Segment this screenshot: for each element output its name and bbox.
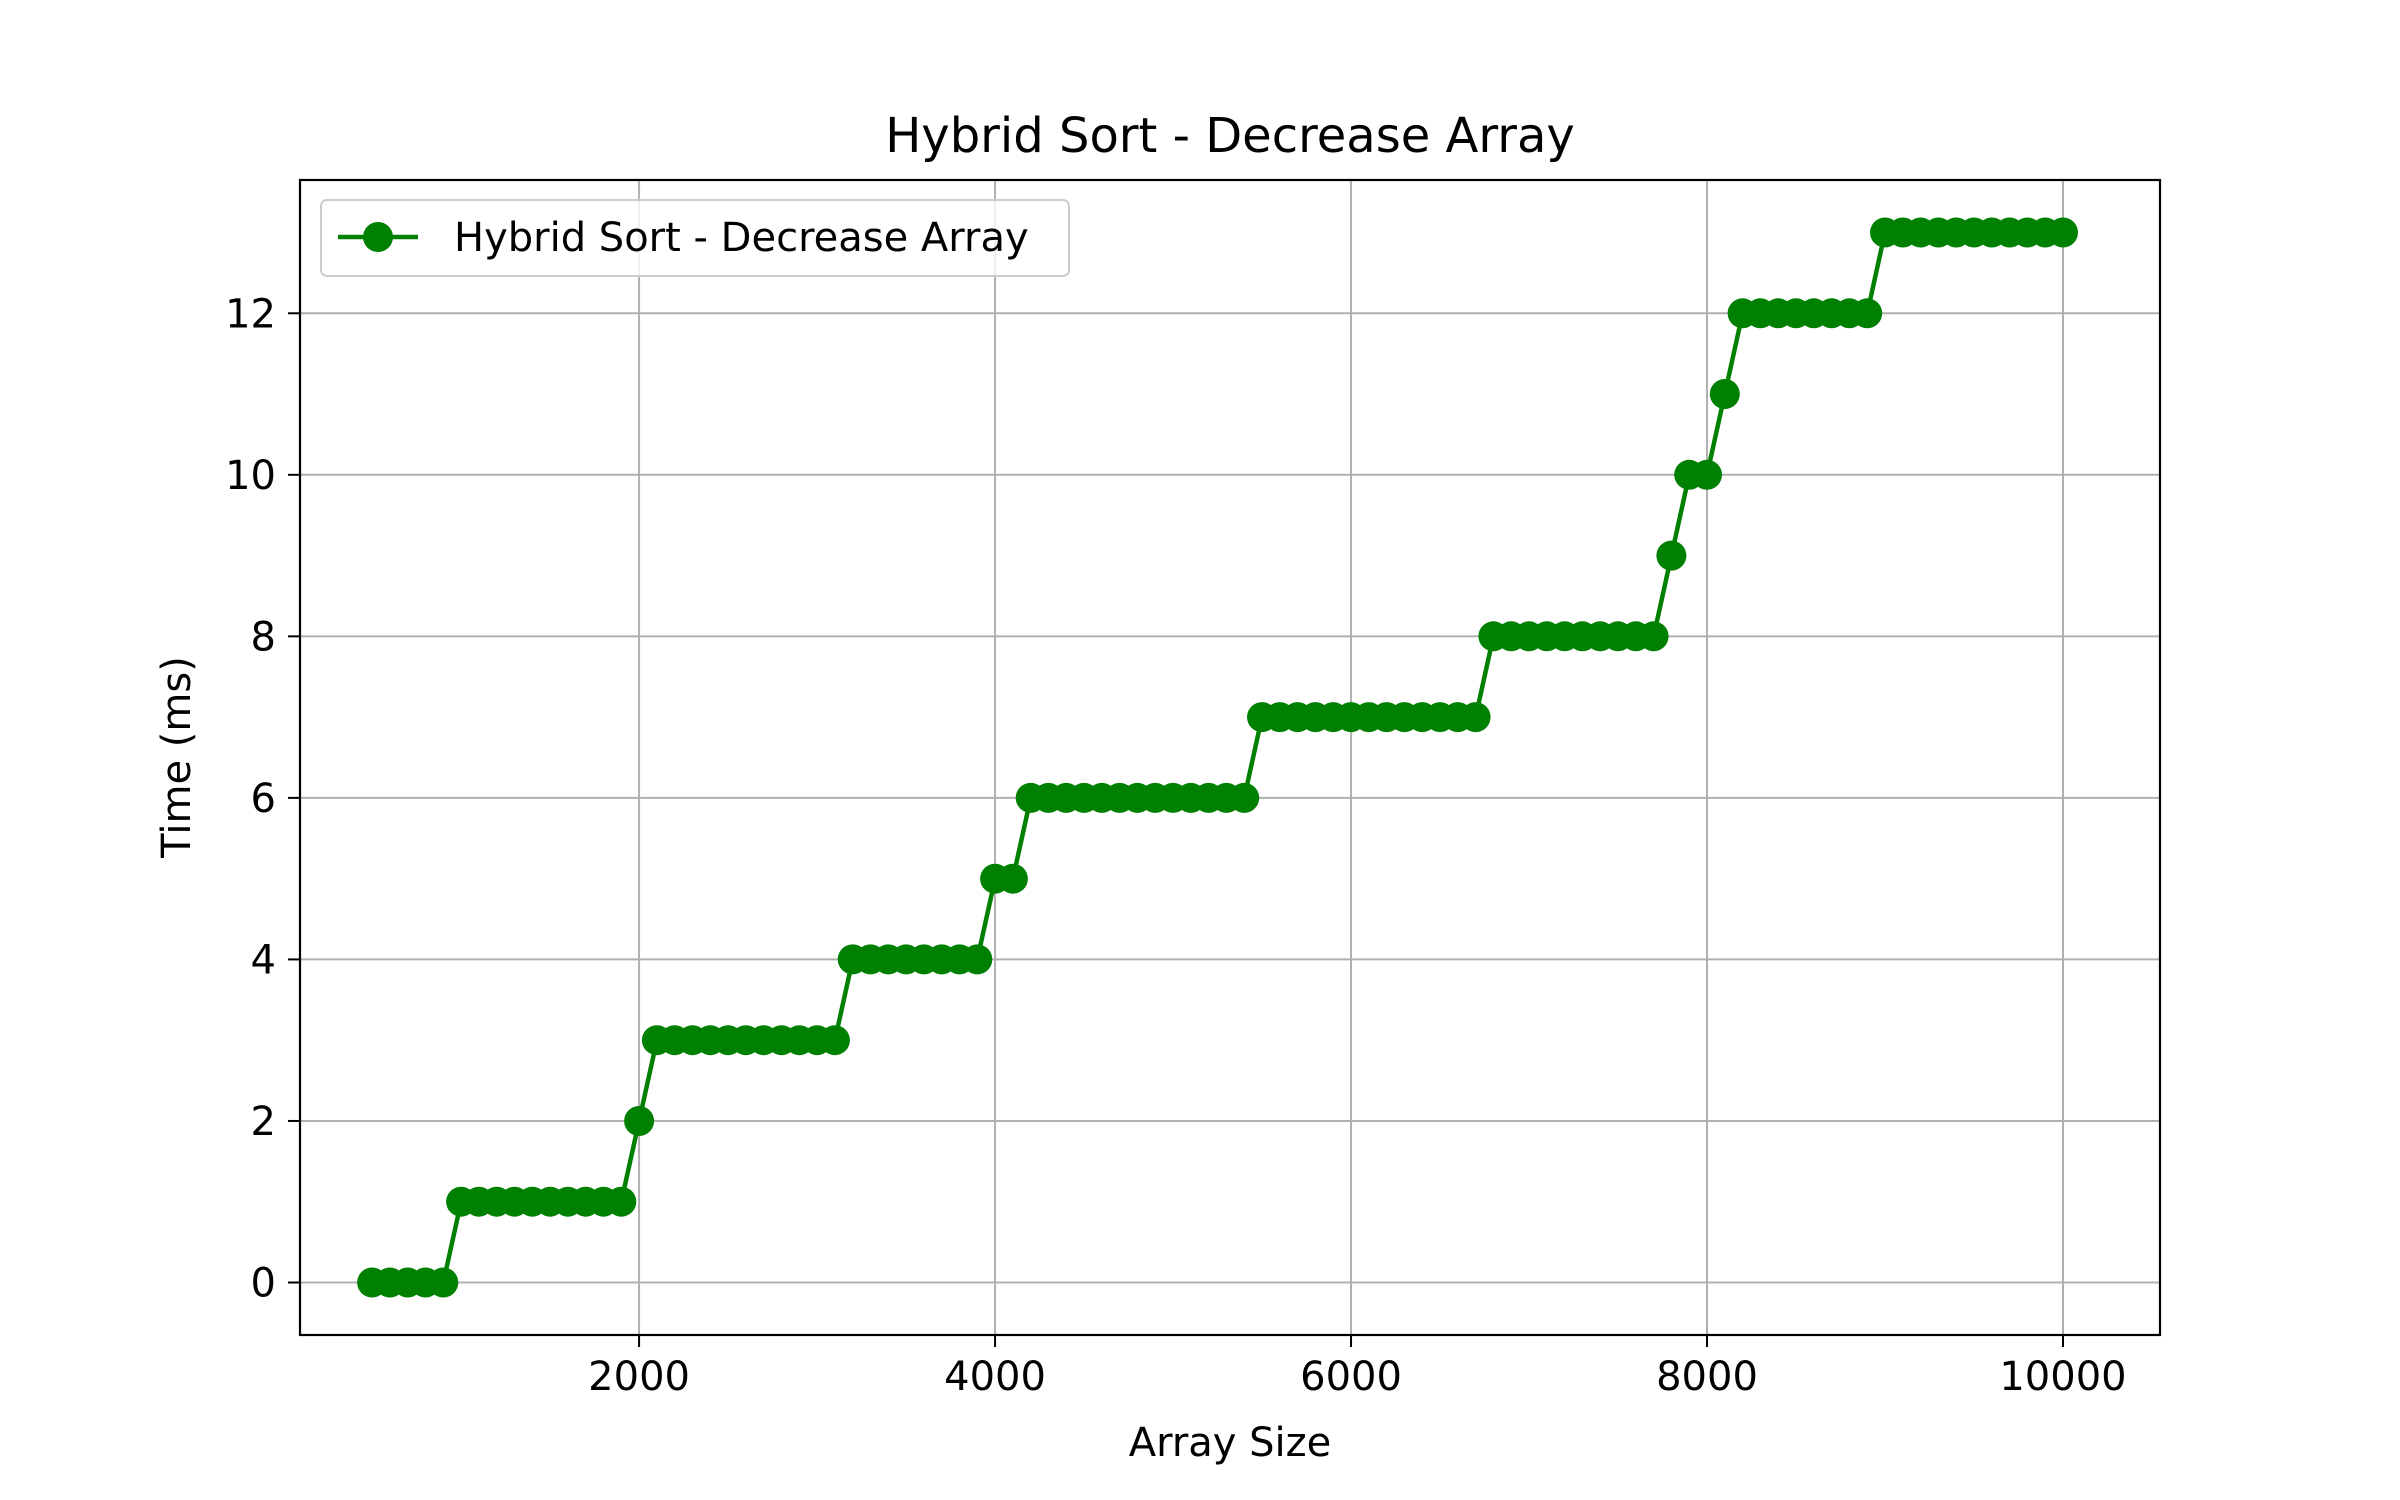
- data-point-0-73: [1656, 540, 1687, 571]
- data-point-0-4: [428, 1267, 459, 1298]
- data-point-0-49: [1229, 782, 1260, 813]
- y-tick-label-3: 6: [251, 776, 276, 822]
- y-tick-label-4: 8: [251, 614, 276, 660]
- legend-box: [320, 199, 1070, 277]
- data-point-0-72: [1638, 621, 1669, 652]
- data-point-0-34: [962, 944, 993, 975]
- data-point-0-15: [624, 1106, 655, 1136]
- y-tick-label-1: 2: [251, 1099, 276, 1145]
- y-axis-label: Time (ms): [154, 656, 200, 859]
- data-point-0-75: [1692, 459, 1722, 490]
- plot-frame: [298, 178, 2162, 1337]
- data-point-0-95: [2048, 217, 2078, 248]
- axis-ticks: 2000 4000 6000 8000 10000 0 2 4 6 8 10 12: [225, 291, 2127, 1400]
- legend: Hybrid Sort - Decrease Array: [320, 199, 1070, 277]
- data-point-0-14: [606, 1186, 637, 1217]
- chart-title: Hybrid Sort - Decrease Array: [885, 108, 1575, 164]
- legend-marker-swatch: [363, 222, 393, 252]
- data-point-0-84: [1852, 298, 1883, 329]
- y-tick-label-5: 10: [225, 453, 276, 499]
- legend-entry-label: Hybrid Sort - Decrease Array: [454, 215, 1029, 261]
- y-tick-label-6: 12: [225, 291, 276, 337]
- x-tick-label-4: 10000: [1999, 1354, 2126, 1400]
- data-point-0-62: [1460, 702, 1491, 733]
- x-tick-label-2: 6000: [1300, 1354, 1402, 1400]
- x-axis-label: Array Size: [1129, 1420, 1332, 1466]
- data-point-0-26: [819, 1025, 850, 1056]
- data-point-0-36: [997, 863, 1028, 894]
- x-tick-label-0: 2000: [588, 1354, 690, 1400]
- grid: [300, 180, 2160, 1335]
- y-tick-label-0: 0: [251, 1261, 276, 1307]
- data-point-0-76: [1709, 379, 1740, 409]
- y-tick-label-2: 4: [251, 937, 276, 983]
- x-tick-label-1: 4000: [944, 1354, 1046, 1400]
- series-layer: [357, 217, 2078, 1298]
- x-tick-label-3: 8000: [1656, 1354, 1758, 1400]
